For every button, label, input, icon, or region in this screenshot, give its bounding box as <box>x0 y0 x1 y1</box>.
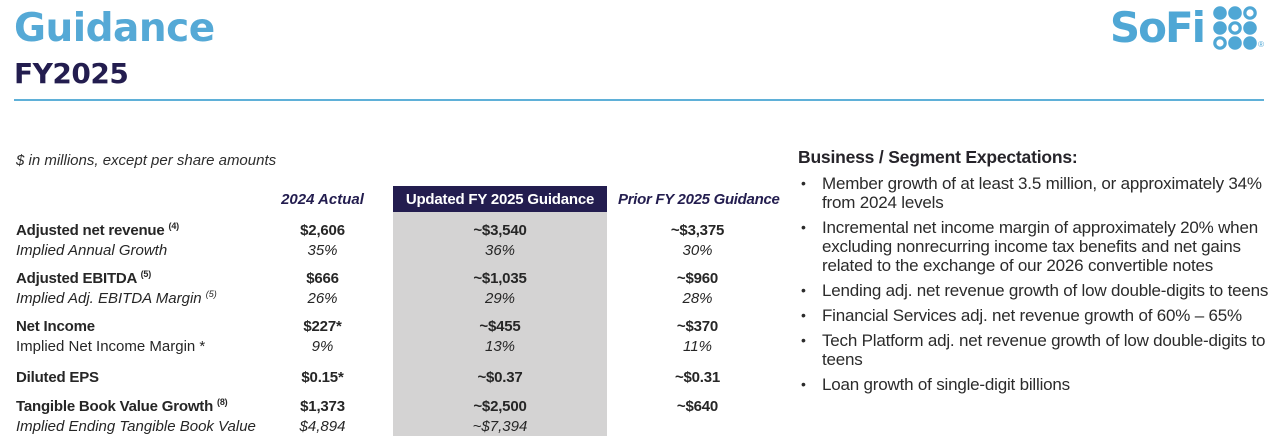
table-row: Implied Net Income Margin * 9% 13% 11% <box>0 336 795 356</box>
bullet-icon: • <box>801 332 806 348</box>
expectations-title: Business / Segment Expectations: <box>798 147 1078 167</box>
footnote-marker: (5) <box>205 289 217 299</box>
cell-2024-actual: 35% <box>307 241 338 259</box>
cell-updated-guidance: 29% <box>484 289 516 307</box>
row-label-text: Implied Ending Tangible Book Value <box>16 417 256 435</box>
guidance-table: Adjusted net revenue (4) $2,606 ~$3,540 … <box>0 220 795 436</box>
bullet-icon: • <box>801 282 806 298</box>
cell-prior-guidance: ~$640 <box>676 397 719 415</box>
row-label: Adjusted EBITDA (5) <box>0 269 265 287</box>
expectations-section: Business / Segment Expectations: • Membe… <box>798 147 1280 394</box>
list-item: • Tech Platform adj. net revenue growth … <box>798 331 1280 369</box>
column-header-updated-guidance: Updated FY 2025 Guidance <box>393 186 607 212</box>
cell-prior-guidance: 11% <box>683 337 712 355</box>
cell-updated-guidance: ~$3,540 <box>473 221 527 239</box>
sofi-logo-dots-icon <box>1213 6 1257 50</box>
cell-prior-guidance: ~$370 <box>676 317 719 335</box>
table-row: Adjusted EBITDA (5) $666 ~$1,035 ~$960 <box>0 268 795 288</box>
bullet-text: Tech Platform adj. net revenue growth of… <box>822 331 1266 369</box>
footnote-marker: (8) <box>217 397 228 407</box>
bullet-text: Loan growth of single-digit billions <box>822 375 1070 394</box>
page-subtitle: FY2025 <box>14 57 129 90</box>
cell-updated-guidance: ~$2,500 <box>473 397 527 415</box>
row-label: Diluted EPS <box>0 369 265 386</box>
cell-prior-guidance: ~$960 <box>676 269 719 287</box>
cell-prior-guidance: ~$0.31 <box>674 368 721 386</box>
row-label-text: Adjusted EBITDA <box>16 270 137 287</box>
table-row: Diluted EPS $0.15* ~$0.37 ~$0.31 <box>0 366 795 388</box>
row-label: Implied Annual Growth <box>0 242 265 259</box>
sofi-logo-wordmark: SoFi <box>1109 3 1206 52</box>
list-item: • Incremental net income margin of appro… <box>798 218 1280 275</box>
cell-2024-actual: $2,606 <box>300 221 345 239</box>
row-label: Implied Adj. EBITDA Margin (5) <box>0 289 265 307</box>
cell-2024-actual: 26% <box>307 289 338 307</box>
bullet-icon: • <box>801 307 806 323</box>
table-row: Tangible Book Value Growth (8) $1,373 ~$… <box>0 396 795 416</box>
row-label-text: Implied Adj. EBITDA Margin <box>16 290 202 307</box>
cell-2024-actual: $0.15* <box>301 368 344 386</box>
cell-2024-actual: $4,894 <box>299 417 346 435</box>
row-label-text: Tangible Book Value Growth <box>16 398 214 415</box>
list-item: • Loan growth of single-digit billions <box>798 375 1280 394</box>
cell-updated-guidance: ~$0.37 <box>477 368 523 386</box>
row-label-text: Net Income <box>16 317 95 335</box>
list-item: • Financial Services adj. net revenue gr… <box>798 306 1280 325</box>
registered-trademark: ® <box>1258 40 1264 49</box>
bullet-text: Incremental net income margin of approxi… <box>822 218 1258 275</box>
table-row: Implied Ending Tangible Book Value $4,89… <box>0 416 795 436</box>
footnote-marker: (5) <box>140 269 152 279</box>
row-label-text: Diluted EPS <box>16 368 99 386</box>
bullet-icon: • <box>801 219 806 235</box>
cell-prior-guidance: 28% <box>682 289 713 307</box>
bullet-text: Member growth of at least 3.5 million, o… <box>822 174 1262 212</box>
list-item: • Lending adj. net revenue growth of low… <box>798 281 1280 300</box>
row-label-text: Adjusted net revenue <box>16 222 165 239</box>
bullet-text: Lending adj. net revenue growth of low d… <box>822 281 1269 300</box>
row-label: Net Income <box>0 318 265 335</box>
page-title: Guidance <box>14 6 215 51</box>
updated-column-background <box>393 212 607 436</box>
table-units-note: $ in millions, except per share amounts <box>16 152 277 169</box>
cell-updated-guidance: ~$1,035 <box>473 269 527 287</box>
table-row: Net Income $227* ~$455 ~$370 <box>0 316 795 336</box>
cell-2024-actual: $1,373 <box>300 397 345 415</box>
cell-updated-guidance: ~$7,394 <box>472 417 528 435</box>
table-row: Implied Annual Growth 35% 36% 30% <box>0 240 795 260</box>
table-row: Implied Adj. EBITDA Margin (5) 26% 29% 2… <box>0 288 795 308</box>
cell-2024-actual: $666 <box>306 269 339 287</box>
cell-updated-guidance: ~$455 <box>479 317 521 335</box>
row-label: Tangible Book Value Growth (8) <box>0 397 265 415</box>
bullet-icon: • <box>801 175 806 191</box>
bullet-text: Financial Services adj. net revenue grow… <box>822 306 1242 325</box>
cell-updated-guidance: 13% <box>484 337 516 355</box>
sofi-logo: SoFi ® <box>1110 5 1264 51</box>
cell-prior-guidance: ~$3,375 <box>670 221 725 239</box>
row-label-text: Implied Annual Growth <box>16 241 168 259</box>
row-label: Implied Net Income Margin * <box>0 338 265 355</box>
row-label: Adjusted net revenue (4) <box>0 221 265 239</box>
cell-2024-actual: 9% <box>311 337 334 355</box>
column-header-2024-actual: 2024 Actual <box>281 191 364 208</box>
list-item: • Member growth of at least 3.5 million,… <box>798 174 1280 212</box>
table-row: Adjusted net revenue (4) $2,606 ~$3,540 … <box>0 220 795 240</box>
cell-updated-guidance: 36% <box>484 241 516 259</box>
header-divider <box>14 99 1264 101</box>
row-label-text: Implied Net Income Margin * <box>16 337 206 355</box>
bullet-icon: • <box>801 376 806 392</box>
row-label: Implied Ending Tangible Book Value <box>0 418 265 435</box>
footnote-marker: (4) <box>168 221 180 231</box>
column-header-prior-guidance: Prior FY 2025 Guidance <box>618 191 780 208</box>
cell-2024-actual: $227* <box>303 317 342 335</box>
cell-prior-guidance: 30% <box>682 241 713 259</box>
